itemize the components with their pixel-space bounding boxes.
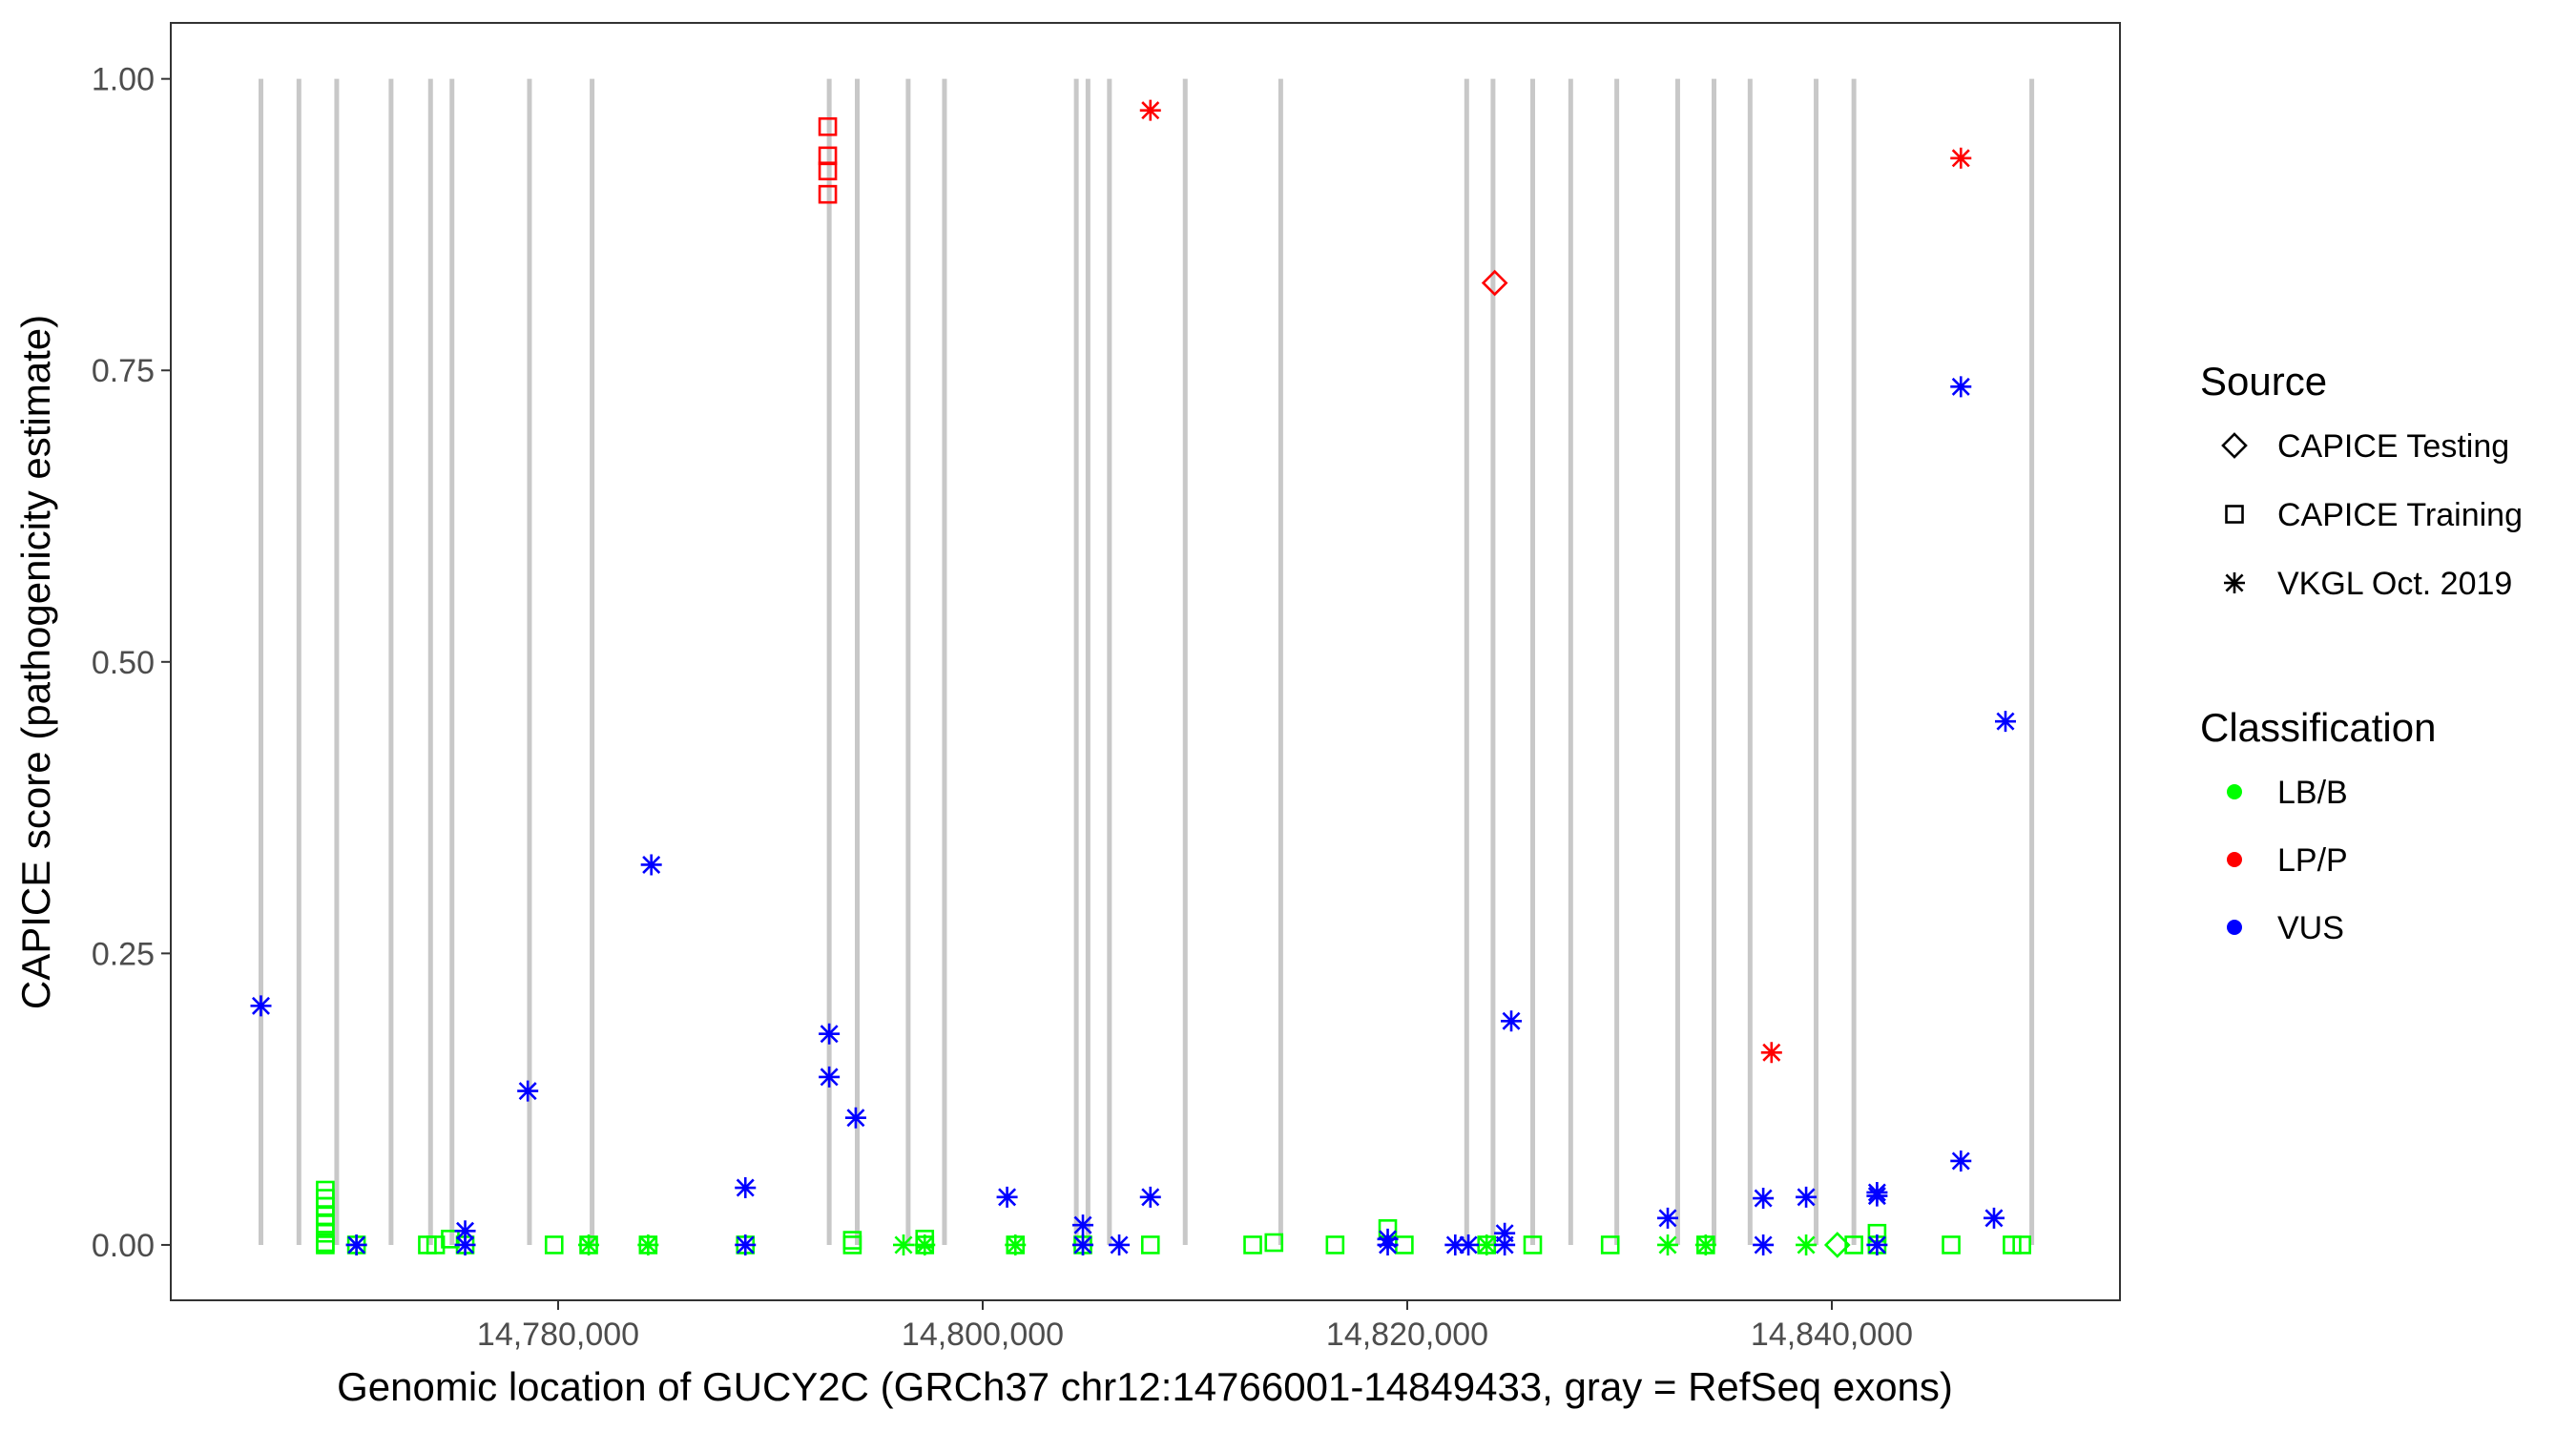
data-point-asterisk bbox=[1139, 99, 1161, 121]
data-point-square bbox=[2012, 1235, 2031, 1255]
data-point-asterisk bbox=[1444, 1234, 1466, 1255]
data-point-diamond bbox=[1823, 1232, 1851, 1258]
legend-source-label: CAPICE Training bbox=[2277, 497, 2523, 533]
data-point-square bbox=[426, 1235, 446, 1255]
y-tick-label: 0.75 bbox=[92, 353, 155, 389]
data-point-asterisk bbox=[1494, 1234, 1516, 1255]
data-point-asterisk bbox=[893, 1234, 915, 1255]
data-point-asterisk bbox=[1753, 1234, 1775, 1255]
data-point-asterisk bbox=[1377, 1228, 1399, 1250]
data-point-asterisk bbox=[1657, 1207, 1679, 1229]
data-point-asterisk bbox=[735, 1177, 757, 1199]
legend-source-label: CAPICE Testing bbox=[2277, 428, 2509, 465]
data-point-asterisk bbox=[1753, 1188, 1775, 1210]
data-point-square bbox=[818, 184, 838, 204]
x-tick-label: 14,780,000 bbox=[477, 1317, 639, 1353]
data-point-asterisk bbox=[996, 1186, 1018, 1208]
data-point-square bbox=[1140, 1235, 1160, 1255]
data-point-asterisk bbox=[454, 1234, 476, 1255]
y-axis: 0.00 0.25 0.50 0.75 1.00 bbox=[92, 62, 171, 1264]
plot-background bbox=[171, 23, 2120, 1300]
data-point-asterisk bbox=[1072, 1214, 1094, 1236]
x-tick-label: 14,800,000 bbox=[902, 1317, 1064, 1353]
data-point-square bbox=[1942, 1235, 1961, 1255]
data-point-asterisk bbox=[1796, 1186, 1818, 1208]
data-point-diamond bbox=[1481, 269, 1508, 297]
data-point-asterisk bbox=[735, 1234, 757, 1255]
data-point-asterisk bbox=[1005, 1234, 1027, 1255]
y-tick-label: 0.00 bbox=[92, 1228, 155, 1264]
data-point-square bbox=[1600, 1235, 1620, 1255]
y-tick-label: 0.50 bbox=[92, 645, 155, 681]
data-point-square bbox=[1243, 1235, 1262, 1255]
data-point-asterisk bbox=[454, 1220, 476, 1242]
data-point-square bbox=[1844, 1235, 1863, 1255]
data-point-asterisk bbox=[914, 1234, 936, 1255]
data-point-asterisk bbox=[1458, 1234, 1480, 1255]
data-point-asterisk bbox=[1072, 1234, 1094, 1255]
data-point-square bbox=[1325, 1235, 1345, 1255]
data-point-square bbox=[316, 1235, 335, 1255]
data-point-asterisk bbox=[819, 1066, 841, 1088]
data-point-asterisk bbox=[1866, 1185, 1888, 1207]
legend-square-icon bbox=[2225, 505, 2244, 524]
data-point-asterisk bbox=[1760, 1042, 1782, 1064]
exon-lines bbox=[258, 78, 2035, 1245]
legend: Source CAPICE Testing CAPICE Training VKGL… bbox=[2200, 359, 2523, 946]
data-point-asterisk bbox=[1866, 1234, 1888, 1255]
data-point-asterisk bbox=[1694, 1234, 1716, 1255]
legend-color-dot-icon bbox=[2227, 920, 2242, 935]
legend-color-dot-icon bbox=[2227, 852, 2242, 867]
legend-classification-label: LB/B bbox=[2277, 775, 2348, 811]
data-point-asterisk bbox=[1950, 376, 1972, 398]
legend-classification-label: VUS bbox=[2277, 910, 2344, 946]
legend-asterisk-icon bbox=[2224, 572, 2245, 593]
data-point-asterisk bbox=[250, 995, 272, 1017]
y-tick-label: 0.25 bbox=[92, 936, 155, 972]
data-point-asterisk bbox=[1109, 1234, 1131, 1255]
x-axis: 14,780,000 14,800,000 14,820,000 14,840,000 bbox=[477, 1300, 1913, 1353]
data-point-asterisk bbox=[1796, 1234, 1818, 1255]
data-point-square bbox=[842, 1231, 862, 1250]
x-tick-label: 14,840,000 bbox=[1751, 1317, 1913, 1353]
data-point-asterisk bbox=[1139, 1186, 1161, 1208]
data-points bbox=[250, 99, 2031, 1258]
data-point-asterisk bbox=[1983, 1207, 2005, 1229]
y-tick-label: 1.00 bbox=[92, 62, 155, 98]
data-point-asterisk bbox=[578, 1234, 600, 1255]
legend-classification-title: Classification bbox=[2200, 705, 2436, 750]
data-point-square bbox=[1264, 1233, 1284, 1253]
data-point-square bbox=[818, 116, 838, 136]
data-point-asterisk bbox=[517, 1080, 539, 1102]
data-point-asterisk bbox=[345, 1234, 367, 1255]
x-axis-title: Genomic location of GUCY2C (GRCh37 chr12… bbox=[337, 1364, 1953, 1409]
data-point-asterisk bbox=[1657, 1234, 1679, 1255]
data-point-asterisk bbox=[1950, 1150, 1972, 1172]
data-point-asterisk bbox=[640, 854, 662, 876]
data-point-square bbox=[818, 161, 838, 181]
legend-diamond-icon bbox=[2221, 432, 2248, 459]
legend-source-label: VKGL Oct. 2019 bbox=[2277, 566, 2512, 602]
data-point-asterisk bbox=[844, 1107, 866, 1129]
legend-source-title: Source bbox=[2200, 359, 2327, 404]
legend-color-dot-icon bbox=[2227, 784, 2242, 799]
data-point-square bbox=[544, 1235, 564, 1255]
data-point-asterisk bbox=[1476, 1234, 1498, 1255]
data-point-asterisk bbox=[637, 1234, 659, 1255]
data-point-asterisk bbox=[1494, 1222, 1516, 1244]
data-point-square bbox=[1523, 1235, 1543, 1255]
x-tick-label: 14,820,000 bbox=[1326, 1317, 1488, 1353]
data-point-square bbox=[2003, 1235, 2022, 1255]
legend-classification-label: LP/P bbox=[2277, 842, 2348, 879]
data-point-asterisk bbox=[1501, 1010, 1523, 1032]
data-point-asterisk bbox=[1950, 147, 1972, 169]
y-axis-title: CAPICE score (pathogenicity estimate) bbox=[13, 315, 58, 1009]
data-point-asterisk bbox=[1995, 711, 2017, 733]
data-point-asterisk bbox=[819, 1023, 841, 1045]
